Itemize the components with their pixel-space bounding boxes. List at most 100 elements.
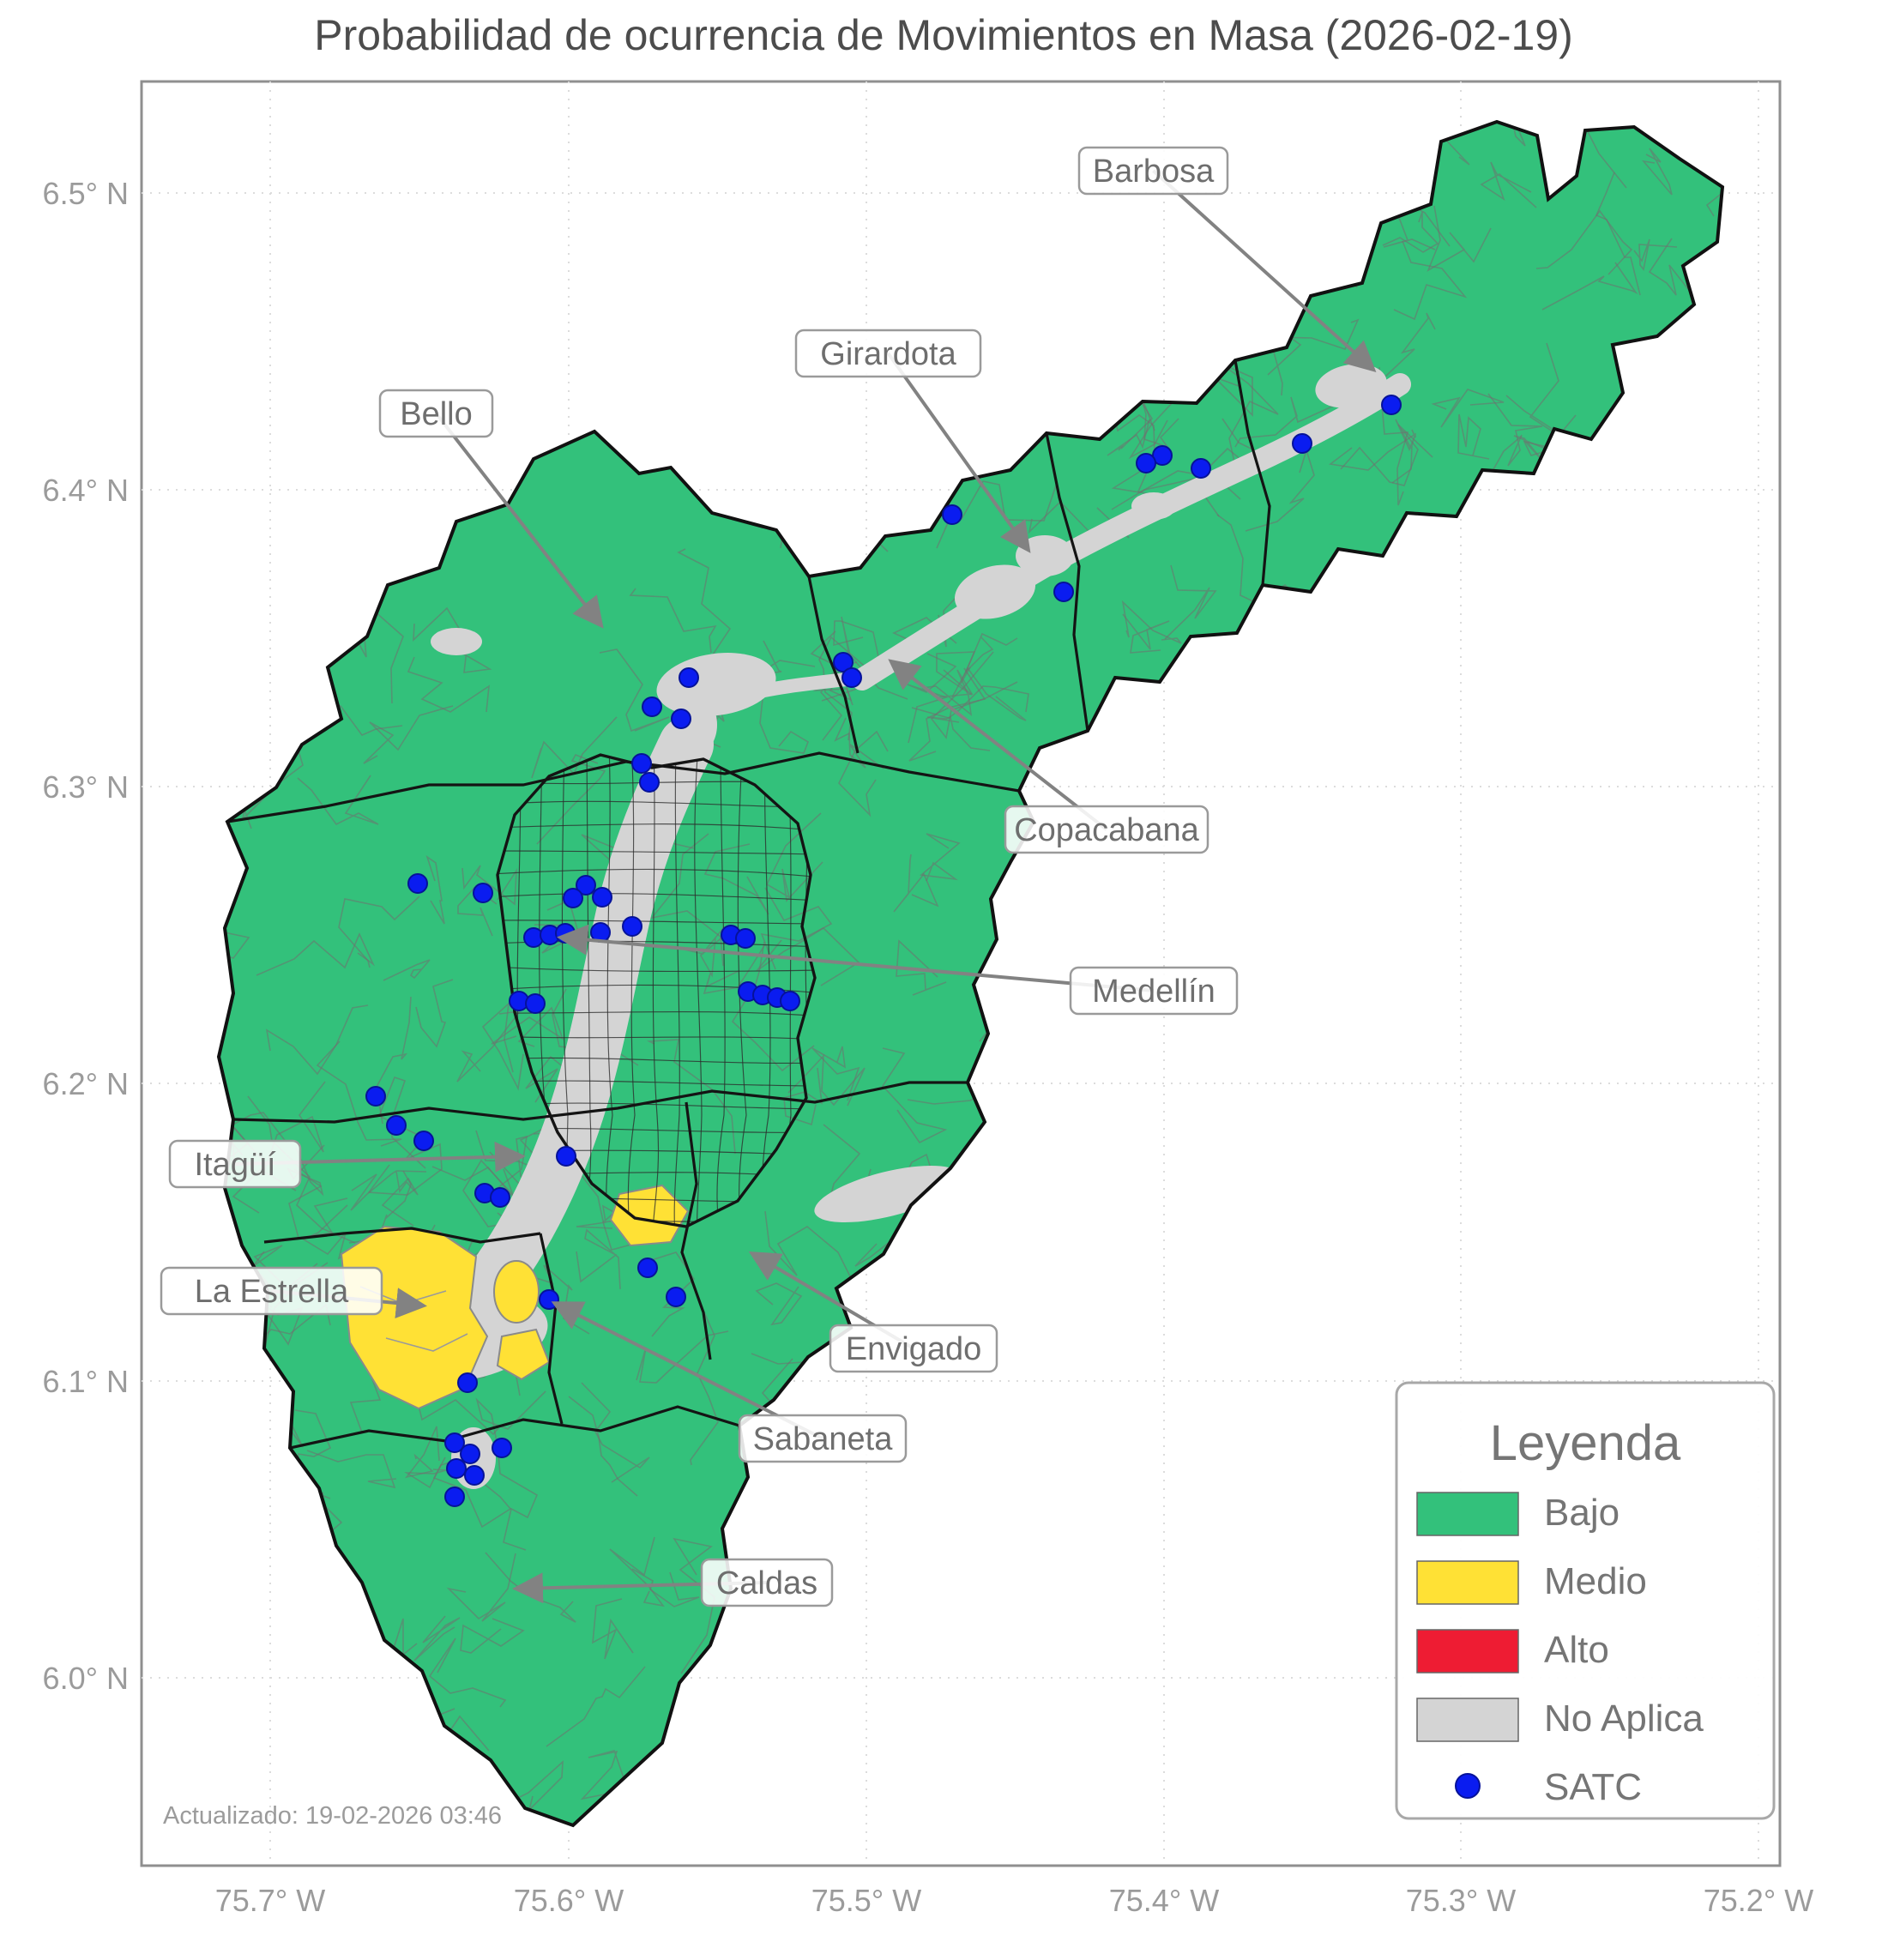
- no-aplica-patch: [1131, 492, 1176, 520]
- legend-title: Leyenda: [1490, 1415, 1681, 1471]
- annotation-label: Sabaneta: [753, 1421, 894, 1457]
- satc-point: [671, 709, 691, 729]
- y-tick: 6.2° N: [43, 1066, 129, 1101]
- legend-label-alto: Alto: [1544, 1629, 1609, 1671]
- vereda-boundary: [363, 705, 454, 764]
- vereda-boundary: [838, 730, 889, 817]
- satc-point: [446, 1458, 467, 1479]
- vereda-boundary: [834, 717, 884, 769]
- municipal-boundary: [289, 1405, 740, 1450]
- vereda-boundary: [404, 1426, 440, 1479]
- urban-block-boundary: [694, 755, 703, 1227]
- urban-block-boundary: [498, 868, 815, 878]
- vereda-boundary: [760, 887, 833, 970]
- satc-point: [631, 753, 652, 774]
- vereda-boundary: [1164, 564, 1217, 640]
- no-aplica-patch: [431, 628, 482, 655]
- satc-point: [413, 1131, 434, 1151]
- vereda-boundary: [350, 1170, 427, 1211]
- municipal-boundaries: [226, 359, 1271, 1450]
- x-tick: 75.2° W: [1704, 1883, 1813, 1918]
- x-tick: 75.6° W: [514, 1883, 624, 1918]
- vereda-boundary: [461, 865, 517, 906]
- no-aplica-envigado: [814, 1165, 962, 1223]
- vereda-boundary: [428, 1637, 507, 1708]
- annotation-arrow: [1152, 169, 1377, 373]
- satc-point: [592, 887, 612, 908]
- annotation-label: Copacabana: [1014, 812, 1199, 848]
- vereda-boundary: [818, 636, 870, 741]
- vereda-boundary: [629, 588, 717, 654]
- satc-point: [639, 772, 660, 793]
- vereda-boundary: [881, 1047, 948, 1144]
- vereda-boundary: [316, 1040, 402, 1147]
- legend-swatch-medio: [1416, 1560, 1519, 1605]
- satc-point: [556, 1146, 576, 1167]
- satc-point: [1191, 458, 1211, 479]
- satc-point: [637, 1257, 658, 1278]
- annotation-box: [378, 389, 494, 438]
- vereda-boundary: [546, 1666, 646, 1747]
- vereda-boundary: [219, 930, 250, 975]
- vereda-boundary: [759, 698, 809, 754]
- vereda-boundary: [1642, 148, 1673, 196]
- vereda-boundary: [383, 959, 431, 981]
- y-tick: 6.5° N: [43, 176, 129, 211]
- vereda-boundary: [684, 926, 731, 978]
- satc-point: [407, 873, 428, 894]
- city-annotations: Barbosa Girardota Bello Copacabana Medellín I…: [160, 146, 1377, 1607]
- urban-outline: [496, 753, 817, 1228]
- annotation-arrow: [557, 924, 1155, 992]
- no-aplica-river-band: [851, 373, 1411, 691]
- vereda-boundary: [703, 843, 769, 915]
- vereda-boundary: [407, 656, 490, 713]
- legend-swatch-bajo: [1416, 1492, 1519, 1536]
- vereda-boundary: [592, 1598, 634, 1660]
- vereda-boundary: [1427, 205, 1492, 272]
- vereda-boundary: [936, 651, 976, 696]
- annotation-box: [168, 1139, 302, 1189]
- vereda-boundary: [425, 854, 445, 925]
- vereda-boundary: [1121, 600, 1182, 644]
- vereda-boundary: [935, 480, 1057, 522]
- legend-label-satc: SATC: [1544, 1766, 1642, 1808]
- vereda-boundary: [536, 754, 606, 845]
- vereda-boundary: [599, 648, 670, 733]
- vereda-boundary: [1550, 122, 1627, 189]
- vereda-boundary: [1237, 318, 1360, 363]
- satc-point: [492, 1438, 512, 1458]
- vereda-boundary: [1511, 122, 1556, 148]
- satc-point: [460, 1444, 480, 1464]
- municipal-boundary: [680, 1101, 712, 1360]
- vereda-boundary: [1122, 613, 1170, 654]
- vereda-boundary: [631, 1568, 700, 1607]
- vereda-boundary: [497, 1445, 539, 1551]
- satc-point: [1292, 433, 1312, 454]
- legend-label-no-aplica: No Aplica: [1544, 1698, 1704, 1740]
- no-aplica-copacabana: [954, 564, 1036, 619]
- no-aplica-barbosa: [1315, 364, 1387, 408]
- satc-point: [444, 1432, 465, 1453]
- annotation-arrow: [434, 412, 604, 629]
- vereda-boundary: [413, 1615, 461, 1661]
- satc-point: [464, 1465, 485, 1486]
- urban-block-boundary: [498, 1035, 815, 1040]
- urban-block-boundary: [673, 755, 680, 1227]
- annotation-label: Bello: [400, 396, 473, 432]
- satc-points: [365, 395, 1402, 1507]
- vereda-boundary: [1234, 396, 1335, 448]
- vereda-boundary: [765, 812, 823, 902]
- vereda-boundary: [247, 1095, 356, 1244]
- x-tick: 75.3° W: [1406, 1883, 1516, 1918]
- satc-point: [622, 916, 642, 937]
- medio-patch: [493, 1260, 540, 1324]
- vereda-boundary: [581, 1382, 650, 1483]
- satc-point: [780, 991, 800, 1011]
- y-tick: 6.0° N: [43, 1661, 129, 1696]
- vereda-boundary: [650, 833, 724, 967]
- vereda-boundary: [1107, 419, 1150, 456]
- y-tick: 6.4° N: [43, 473, 129, 508]
- satc-point: [1381, 395, 1402, 415]
- legend-dot-satc: [1455, 1773, 1481, 1799]
